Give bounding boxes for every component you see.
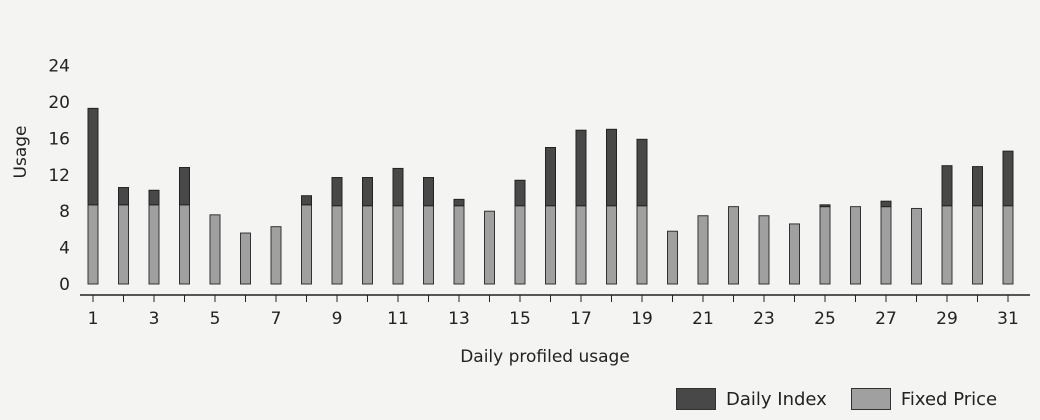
- bar-segment-fixed-price: [301, 204, 312, 285]
- bar-segment-daily-index: [179, 167, 190, 206]
- legend: Daily Index Fixed Price: [676, 388, 1021, 410]
- bar-segment-fixed-price: [636, 205, 648, 285]
- legend-item-daily-index: Daily Index: [676, 388, 827, 410]
- y-tick-label: 12: [48, 166, 70, 186]
- bar-segment-fixed-price: [911, 207, 922, 285]
- legend-label-daily-index: Daily Index: [726, 388, 827, 410]
- bar-segment-daily-index: [606, 128, 617, 207]
- y-axis-label: Usage: [11, 126, 31, 179]
- bar-segment-daily-index: [819, 204, 831, 208]
- bar-segment-daily-index: [118, 187, 129, 206]
- bar-segment-fixed-price: [575, 205, 587, 285]
- bar-segment-fixed-price: [880, 206, 892, 285]
- x-tick-label: 11: [387, 309, 409, 329]
- bar-segment-fixed-price: [179, 204, 190, 285]
- bar-segment-fixed-price: [606, 205, 617, 285]
- bar-segment-fixed-price: [1002, 205, 1014, 285]
- bar-segment-fixed-price: [87, 204, 99, 285]
- x-tick-label: 15: [509, 309, 531, 329]
- bar-segment-fixed-price: [392, 205, 404, 285]
- x-tick-label: 19: [631, 309, 653, 329]
- bar-segment-daily-index: [87, 107, 99, 206]
- y-tick-label: 8: [59, 202, 70, 222]
- y-tick-label: 24: [48, 57, 70, 77]
- bar-segment-fixed-price: [209, 214, 221, 285]
- x-tick-label: 3: [149, 309, 160, 329]
- bar-segment-daily-index: [545, 147, 556, 207]
- bar-segment-fixed-price: [697, 215, 709, 285]
- bar-segment-fixed-price: [331, 205, 343, 285]
- bar-segment-fixed-price: [545, 205, 556, 285]
- bar-segment-fixed-price: [148, 204, 160, 285]
- bar-segment-fixed-price: [728, 206, 739, 285]
- x-tick-label: 13: [448, 309, 470, 329]
- x-tick-label: 21: [692, 309, 714, 329]
- x-tick-label: 25: [814, 309, 836, 329]
- bar-segment-fixed-price: [240, 232, 251, 285]
- bar-segment-daily-index: [636, 138, 648, 207]
- bar-segment-fixed-price: [270, 226, 282, 285]
- bar-segment-fixed-price: [118, 204, 129, 285]
- x-tick-label: 9: [332, 309, 343, 329]
- x-axis-label: Daily profiled usage: [460, 347, 630, 367]
- bar-segment-fixed-price: [484, 210, 495, 285]
- bar-segment-daily-index: [575, 129, 587, 207]
- x-tick-label: 1: [88, 309, 99, 329]
- bar-segment-daily-index: [941, 165, 953, 207]
- bar-segment-daily-index: [972, 166, 983, 207]
- bar-segment-fixed-price: [941, 205, 953, 285]
- bar-segment-fixed-price: [362, 205, 373, 285]
- bar-segment-daily-index: [362, 177, 373, 207]
- x-tick-label: 5: [210, 309, 221, 329]
- x-tick-label: 29: [936, 309, 958, 329]
- bar-segment-daily-index: [331, 177, 343, 207]
- x-tick-label: 7: [271, 309, 282, 329]
- bar-segment-daily-index: [148, 189, 160, 206]
- y-tick-label: 20: [48, 93, 70, 113]
- bar-segment-fixed-price: [758, 215, 770, 285]
- legend-item-fixed-price: Fixed Price: [850, 388, 998, 410]
- y-tick-label: 4: [59, 239, 70, 259]
- bar-segment-fixed-price: [514, 205, 526, 285]
- bar-segment-daily-index: [392, 167, 404, 207]
- legend-swatch-daily-index: [676, 388, 716, 410]
- y-tick-label: 0: [59, 275, 70, 295]
- bar-segment-fixed-price: [453, 205, 465, 285]
- x-tick-label: 23: [753, 309, 775, 329]
- bar-segment-fixed-price: [789, 223, 800, 285]
- bar-segment-daily-index: [453, 198, 465, 207]
- bar-segment-daily-index: [1002, 150, 1014, 207]
- y-tick-label: 16: [48, 129, 70, 149]
- bar-segment-daily-index: [514, 179, 526, 207]
- bar-segment-fixed-price: [423, 205, 434, 285]
- legend-swatch-fixed-price: [850, 388, 891, 410]
- x-tick-label: 17: [570, 309, 592, 329]
- x-tick-label: 31: [997, 309, 1019, 329]
- bar-segment-fixed-price: [667, 230, 678, 285]
- bar-segment-fixed-price: [850, 206, 861, 285]
- x-tick-label: 27: [875, 309, 897, 329]
- bar-segment-fixed-price: [972, 205, 983, 285]
- bar-segment-daily-index: [301, 195, 312, 206]
- bar-segment-fixed-price: [819, 206, 831, 285]
- legend-label-fixed-price: Fixed Price: [900, 388, 998, 410]
- bar-segment-daily-index: [423, 177, 434, 207]
- bar-segment-daily-index: [880, 200, 892, 208]
